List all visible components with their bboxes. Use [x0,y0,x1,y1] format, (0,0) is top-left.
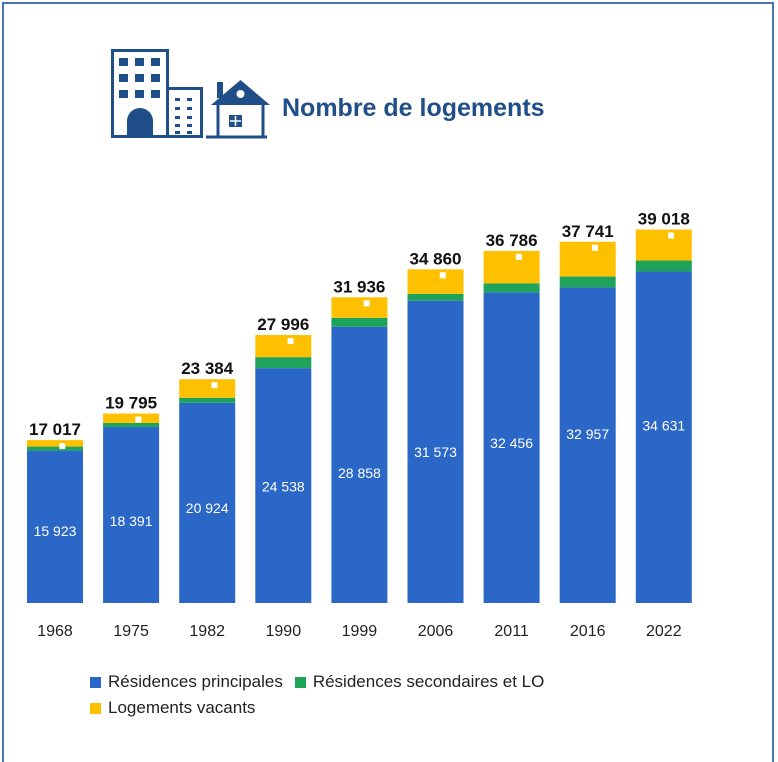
bar-marker [439,272,446,279]
bar-marker [591,244,598,251]
bar-segment-principales [331,326,388,603]
bar-segment-secondaires [483,283,540,293]
bar-segment-vacants [255,335,312,358]
total-label: 37 741 [562,222,614,241]
stacked-bar-chart: 17 017 15 923 1968 19 795 18 391 1975 23 384 20… [27,210,692,640]
legend-label: Logements vacants [108,698,256,717]
bar-segment-principales [559,287,616,603]
x-tick-label: 2011 [494,623,529,640]
total-label: 31 936 [333,277,385,296]
bar-marker [59,443,66,450]
total-label: 19 795 [105,394,157,413]
legend-label: Résidences principales [108,672,283,691]
bar-segment-vacants [483,250,540,284]
bar-segment-vacants [635,229,692,261]
legend-swatch-secondaires [294,676,306,688]
x-tick-label: 2016 [570,623,606,640]
total-label: 17 017 [29,420,81,439]
principal-value-label: 28 858 [338,465,381,481]
bar-segment-principales [27,450,83,603]
bar-segment-secondaires [407,293,464,301]
bar-marker [211,382,218,389]
principal-value-label: 15 923 [34,523,77,539]
chart-title: Nombre de logements [282,94,545,122]
principal-value-label: 32 456 [490,435,533,451]
bar-segment-secondaires [27,446,83,451]
bar-segment-secondaires [635,260,692,272]
bar-segment-vacants [27,440,83,447]
bar-segment-principales [635,271,692,603]
bar-segment-vacants [103,413,160,423]
x-tick-label: 1975 [113,623,149,640]
legend-swatch-vacants [90,702,101,714]
bar-marker [287,338,294,345]
x-tick-label: 1982 [189,623,225,640]
principal-value-label: 31 573 [414,444,457,460]
principal-value-label: 34 631 [642,418,685,434]
bar-segment-vacants [331,297,388,318]
bar-marker [668,232,675,239]
bar-marker [135,416,142,423]
bar-segment-vacants [179,379,236,398]
legend-item-vacants: Logements vacants [90,698,255,718]
principal-value-label: 20 924 [186,500,229,516]
bar-segment-principales [483,292,540,603]
legend-item-secondaires: Résidences secondaires et LO [294,672,545,692]
total-label: 36 786 [486,231,538,250]
bar-segment-secondaires [103,422,160,427]
bar-segment-vacants [559,241,616,277]
bar-segment-principales [179,402,236,603]
total-label: 23 384 [181,359,234,378]
bar-segment-secondaires [331,317,388,327]
x-tick-label: 2022 [646,623,682,640]
x-tick-label: 1990 [266,623,302,640]
principal-value-label: 32 957 [566,426,609,442]
x-tick-label: 2006 [418,623,454,640]
legend-swatch-principales [90,676,101,688]
x-tick-label: 1999 [342,623,378,640]
legend-label: Résidences secondaires et LO [312,672,545,691]
legend: Résidences principales Résidences second… [90,669,650,721]
buildings-and-house-icon [111,49,270,139]
total-label: 39 018 [638,210,690,229]
bar-segment-secondaires [255,357,312,369]
bar-segment-secondaires [179,397,236,403]
principal-value-label: 18 391 [110,513,153,529]
x-tick-label: 1968 [37,623,73,640]
total-label: 34 860 [410,249,462,268]
bar-segment-principales [255,368,312,603]
bar-marker [515,253,522,260]
bar-segment-principales [407,300,464,603]
bar-segment-secondaires [559,276,616,288]
bar-segment-principales [103,426,160,603]
bar-segment-vacants [407,269,464,294]
total-label: 27 996 [257,315,309,334]
principal-value-label: 24 538 [262,479,305,495]
bar-marker [363,300,370,307]
legend-item-principales: Résidences principales [90,672,283,692]
